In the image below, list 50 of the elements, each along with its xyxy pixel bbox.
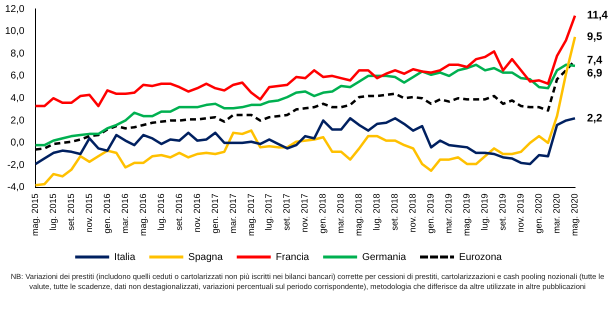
x-tick-label: gen. 2018 (318, 193, 328, 234)
x-tick-label: set. 2015 (66, 193, 76, 230)
data-label: 6,9 (587, 67, 602, 80)
x-tick-label: mag. 2018 (354, 193, 364, 236)
x-tick-label: mag. 2020 (569, 193, 580, 236)
x-tick-label: nov. 2019 (516, 193, 526, 232)
legend-label: Francia (276, 252, 310, 263)
x-tick-label: lug. 2019 (480, 193, 490, 231)
x-tick-label: set. 2016 (174, 193, 184, 230)
x-tick-label: gen. 2017 (210, 193, 220, 234)
x-tick-label: mar. 2016 (120, 193, 130, 234)
x-tick-label: mag. 2017 (246, 193, 256, 236)
x-tick-label: mar. 2020 (552, 193, 562, 234)
x-tick-label: set. 2017 (282, 193, 292, 230)
y-tick-label: 4,0 (10, 92, 25, 104)
data-label: 11,4 (587, 10, 609, 22)
x-tick-label: lug. 2018 (372, 193, 382, 231)
x-tick-label: gen. 2016 (102, 193, 112, 234)
x-tick-label: lug. 2015 (48, 193, 58, 231)
y-tick-label: 6,0 (10, 70, 25, 82)
y-tick-label: 12,0 (4, 4, 25, 15)
y-tick-label: 8,0 (10, 48, 25, 60)
x-tick-label: nov. 2017 (300, 193, 310, 232)
x-tick-label: mag. 2019 (462, 193, 472, 236)
data-label: 7,4 (587, 54, 604, 66)
y-tick-label: 2,0 (10, 115, 25, 126)
x-tick-label: mar. 2019 (444, 193, 454, 234)
data-label: 9,5 (587, 30, 602, 43)
x-tick-label: gen. 2020 (534, 193, 544, 234)
x-tick-label: set. 2019 (498, 193, 508, 230)
x-tick-label: nov. 2015 (84, 193, 94, 232)
y-tick-label: -2,0 (7, 160, 25, 171)
x-tick-label: lug. 2017 (264, 193, 274, 231)
data-label: 2,2 (587, 112, 602, 124)
x-tick-label: mar. 2018 (336, 193, 346, 234)
x-tick-label: gen. 2019 (426, 193, 436, 234)
legend-label: Spagna (188, 252, 224, 263)
x-tick-label: mag. 2016 (138, 193, 148, 236)
legend-label: Eurozona (459, 252, 502, 263)
y-tick-label: 10,0 (4, 26, 25, 38)
x-tick-label: lug. 2016 (156, 193, 166, 231)
legend-label: Germania (362, 252, 406, 263)
x-tick-label: nov. 2016 (192, 193, 202, 232)
x-tick-label: set. 2018 (390, 193, 400, 230)
y-tick-label: 0,0 (10, 138, 25, 149)
legend-label: Italia (114, 252, 136, 263)
x-tick-label: mar. 2017 (228, 193, 238, 234)
x-tick-label: nov. 2018 (408, 193, 418, 232)
x-tick-label: mag. 2015 (30, 193, 40, 236)
y-tick-label: -4,0 (7, 182, 25, 194)
